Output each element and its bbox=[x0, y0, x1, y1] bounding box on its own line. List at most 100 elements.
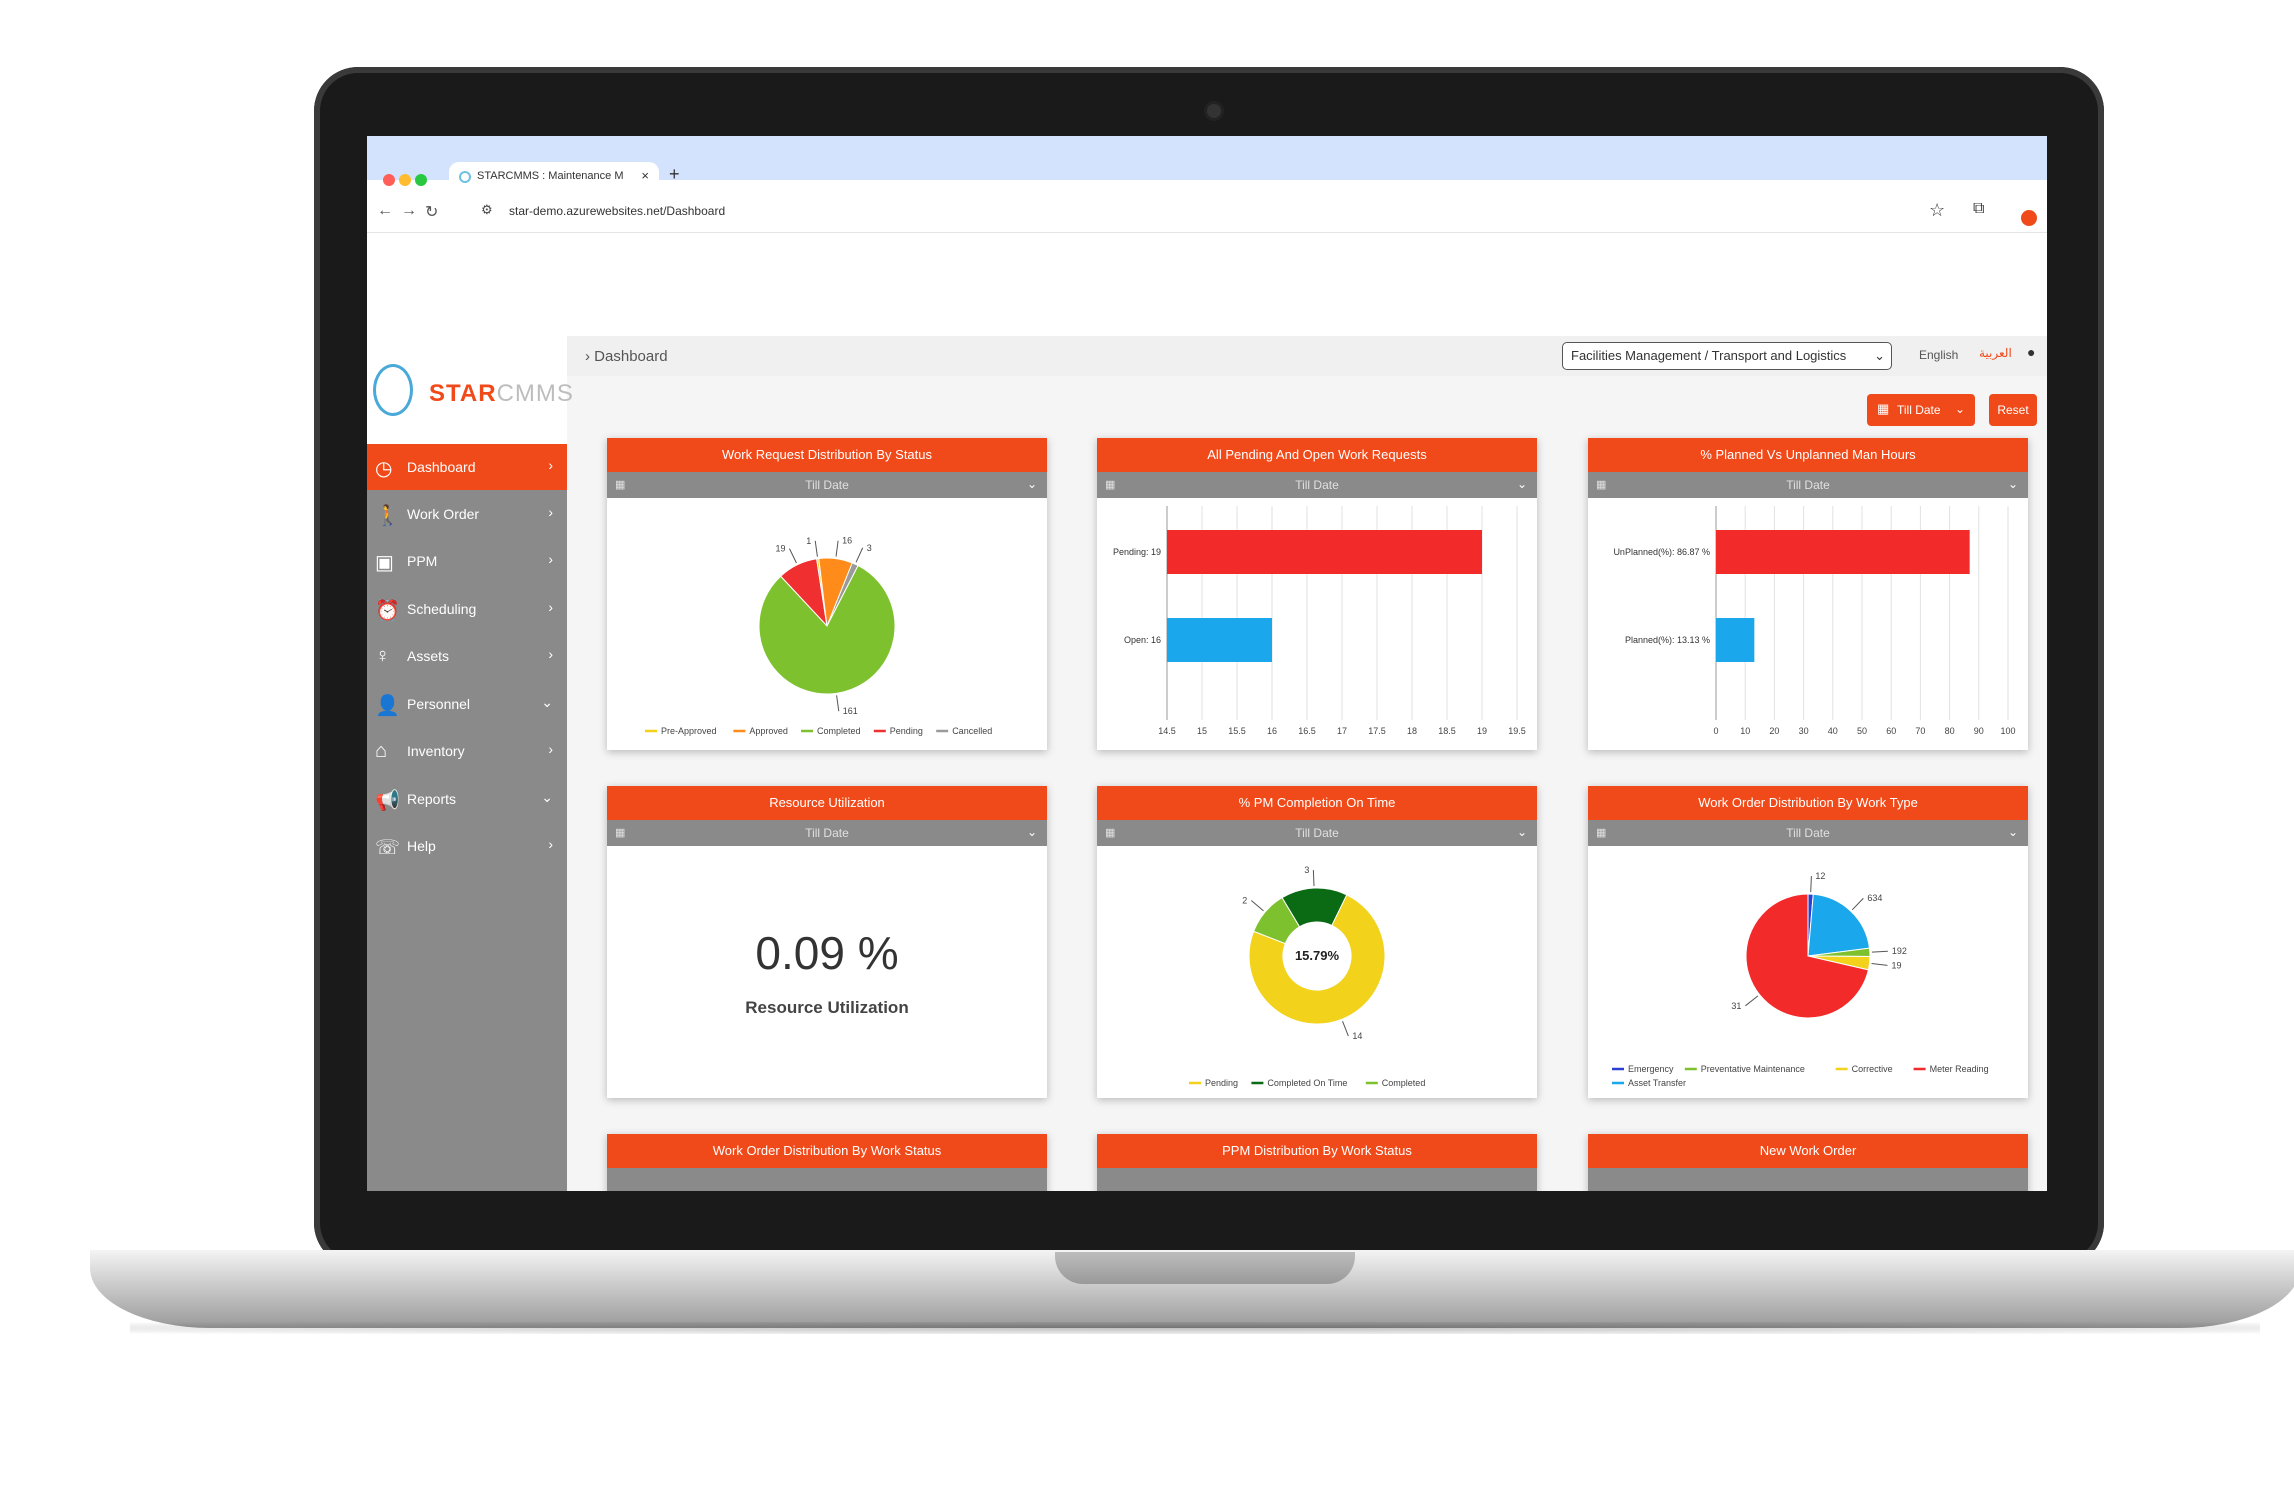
card-filter[interactable]: ▦ Till Date ⌄ bbox=[1097, 472, 1537, 498]
x-tick-label: 0 bbox=[1713, 726, 1718, 736]
language-arabic-link[interactable]: العربية bbox=[1979, 346, 2012, 360]
card-filter[interactable]: ▦ Till Date ⌄ bbox=[1097, 820, 1537, 846]
calendar-icon: ▦ bbox=[1596, 479, 1607, 491]
card-filter[interactable]: ▦ Till Date ⌄ bbox=[607, 472, 1047, 498]
sidebar-item-label: Work Order bbox=[407, 506, 480, 522]
card-pm-completion: % PM Completion On Time ▦ Till Date ⌄ 2 3 14… bbox=[1097, 786, 1537, 1098]
chevron-right-icon: › bbox=[548, 836, 553, 852]
calendar-icon: ▦ bbox=[615, 479, 626, 491]
card-title: PPM Distribution By Work Status bbox=[1097, 1134, 1537, 1168]
sidebar-item-label: Dashboard bbox=[407, 459, 476, 475]
browser-tab[interactable]: STARCMMS : Maintenance M × bbox=[449, 162, 659, 192]
reset-button[interactable]: Reset bbox=[1989, 394, 2037, 426]
breadcrumb-dashboard[interactable]: Dashboard bbox=[594, 348, 668, 365]
reload-icon[interactable]: ↻ bbox=[425, 204, 439, 221]
screen: STARCMMS : Maintenance M × + ← → ↻ ⚙ sta… bbox=[367, 136, 2047, 1191]
sidebar-item-dashboard[interactable]: ◷ Dashboard › bbox=[367, 444, 567, 490]
legend-entry: Completed On Time bbox=[1267, 1078, 1347, 1088]
bar bbox=[1167, 530, 1482, 574]
chevron-down-icon: ⌄ bbox=[2007, 477, 2018, 491]
close-window-button[interactable] bbox=[383, 174, 395, 186]
sidebar-item-help[interactable]: ☏ Help › bbox=[367, 823, 567, 869]
slice-leader-line bbox=[1312, 870, 1315, 887]
sidebar-item-ppm[interactable]: ▣ PPM › bbox=[367, 538, 567, 584]
till-date-label: Till Date bbox=[1897, 403, 1941, 417]
card-title: Work Order Distribution By Work Type bbox=[1588, 786, 2028, 820]
legend-entry: Asset Transfer bbox=[1628, 1078, 1686, 1088]
sidebar-item-personnel[interactable]: 👤 Personnel ⌄ bbox=[367, 681, 567, 727]
chevron-right-icon: › bbox=[548, 504, 553, 520]
donut-center-label: 15.79% bbox=[1295, 948, 1340, 963]
chevron-down-icon: ⌄ bbox=[1954, 402, 1965, 416]
slice-leader-line bbox=[835, 540, 839, 557]
site-select-value: Facilities Management / Transport and Lo… bbox=[1571, 348, 1847, 363]
url-input[interactable]: star-demo.azurewebsites.net/Dashboard bbox=[509, 204, 726, 218]
x-tick-label: 60 bbox=[1886, 726, 1896, 736]
card-work-order-status: Work Order Distribution By Work Status bbox=[607, 1134, 1047, 1191]
legend-entry: Meter Reading bbox=[1930, 1064, 1989, 1074]
close-tab-icon[interactable]: × bbox=[641, 168, 649, 183]
sidebar-item-scheduling[interactable]: ⏰ Scheduling › bbox=[367, 586, 567, 632]
calendar-icon: ▦ bbox=[1105, 479, 1116, 491]
slice-leader-line bbox=[1810, 876, 1812, 893]
calendar-icon: ▦ bbox=[1596, 827, 1607, 839]
card-filter[interactable] bbox=[607, 1168, 1047, 1191]
slice-label: 16 bbox=[842, 536, 852, 546]
x-tick-label: 10 bbox=[1740, 726, 1750, 736]
site-info-icon[interactable]: ⚙ bbox=[481, 202, 493, 217]
tab-title: STARCMMS : Maintenance M bbox=[477, 170, 624, 182]
sidebar-item-label: Help bbox=[407, 838, 436, 854]
extensions-icon[interactable]: ⧉ bbox=[1973, 200, 1985, 217]
camera bbox=[1207, 104, 1221, 118]
favicon-icon bbox=[459, 171, 471, 183]
card-filter[interactable] bbox=[1097, 1168, 1537, 1191]
x-tick-label: 19 bbox=[1477, 726, 1487, 736]
logo[interactable]: STARCMMS bbox=[429, 380, 574, 408]
slice-label: 634 bbox=[1867, 893, 1882, 903]
resource-utilization-label: Resource Utilization bbox=[745, 998, 909, 1017]
user-icon[interactable]: ● bbox=[2027, 344, 2036, 360]
x-tick-label: 15 bbox=[1197, 726, 1207, 736]
logo-cmms-text: CMMS bbox=[496, 380, 574, 407]
new-tab-icon[interactable]: + bbox=[669, 164, 680, 184]
x-tick-label: 80 bbox=[1945, 726, 1955, 736]
sidebar-item-assets[interactable]: ♀ Assets › bbox=[367, 633, 567, 679]
sidebar-item-label: Personnel bbox=[407, 696, 471, 712]
chevron-down-icon: ⌄ bbox=[1026, 825, 1037, 839]
back-icon[interactable]: ← bbox=[377, 202, 393, 219]
filter-label: Till Date bbox=[805, 826, 849, 840]
sidebar-item-label: Assets bbox=[407, 648, 450, 664]
home-icon: ⌂ bbox=[375, 740, 388, 762]
slice-label: 19 bbox=[1891, 960, 1901, 970]
slice-label: 192 bbox=[1892, 946, 1907, 956]
logo-star-text: STAR bbox=[429, 380, 497, 407]
profile-avatar[interactable] bbox=[2021, 210, 2037, 226]
forward-icon[interactable]: → bbox=[401, 202, 417, 219]
card-title: % Planned Vs Unplanned Man Hours bbox=[1588, 438, 2028, 472]
slice-label: 3 bbox=[867, 543, 872, 553]
card-ppm-status: PPM Distribution By Work Status bbox=[1097, 1134, 1537, 1191]
site-select[interactable]: Facilities Management / Transport and Lo… bbox=[1562, 342, 1892, 370]
card-filter[interactable]: ▦ Till Date ⌄ bbox=[1588, 820, 2028, 846]
card-filter[interactable] bbox=[1588, 1168, 2028, 1191]
legend-entry: Preventative Maintenance bbox=[1701, 1064, 1805, 1074]
x-tick-label: 15.5 bbox=[1228, 726, 1246, 736]
card-filter[interactable]: ▦ Till Date ⌄ bbox=[607, 820, 1047, 846]
language-english-link[interactable]: English bbox=[1919, 348, 1959, 362]
chevron-down-icon: ⌄ bbox=[1874, 348, 1885, 363]
till-date-button[interactable]: ▦ Till Date ⌄ bbox=[1867, 394, 1975, 426]
chevron-down-icon: ⌄ bbox=[1516, 477, 1527, 491]
x-tick-label: 30 bbox=[1799, 726, 1809, 736]
x-tick-label: 17.5 bbox=[1368, 726, 1386, 736]
bookmark-star-icon[interactable]: ☆ bbox=[1929, 200, 1946, 220]
sidebar-item-work-order[interactable]: 🚶 Work Order › bbox=[367, 491, 567, 537]
maximize-window-button[interactable] bbox=[415, 174, 427, 186]
card-filter[interactable]: ▦ Till Date ⌄ bbox=[1588, 472, 2028, 498]
sidebar-item-inventory[interactable]: ⌂ Inventory › bbox=[367, 728, 567, 774]
chevron-down-icon: ⌄ bbox=[1026, 477, 1037, 491]
minimize-window-button[interactable] bbox=[399, 174, 411, 186]
y-category-label: Pending: 19 bbox=[1113, 547, 1161, 557]
sidebar-item-reports[interactable]: 📢 Reports ⌄ bbox=[367, 776, 567, 822]
slice-label: 161 bbox=[843, 706, 858, 716]
resource-utilization-value: 0.09 % bbox=[755, 927, 899, 979]
